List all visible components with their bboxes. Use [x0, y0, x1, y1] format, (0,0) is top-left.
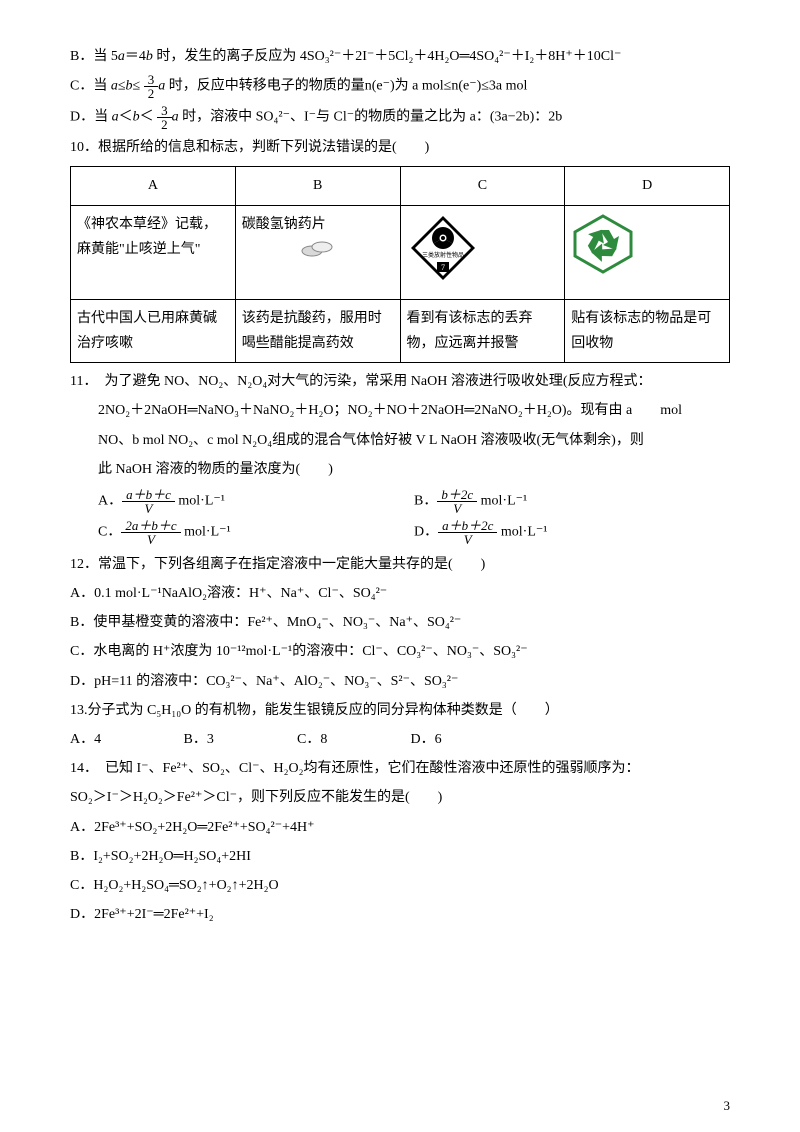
q12-d: D．pH=11 的溶液中：CO₃²⁻、Na⁺、AlO₂⁻、NO₃⁻、S²⁻、SO… [70, 669, 730, 694]
cell [565, 205, 730, 299]
text: ＜ [140, 110, 154, 125]
fraction: 32 [157, 104, 172, 131]
q12-c: C．水电离的 H⁺浓度为 10⁻¹²mol·L⁻¹的溶液中：Cl⁻、CO₃²⁻、… [70, 639, 730, 664]
cell: 该药是抗酸药，服用时喝些醋能提高药效 [235, 299, 400, 362]
text: 时，发生的离子反应为 4SO₃²⁻＋2I⁻＋5Cl₂＋4H₂O═4SO₄²⁻＋I… [153, 49, 622, 64]
radioactive-icon: 三类放射性物品 7 [407, 212, 479, 293]
text: ＜ [119, 110, 133, 125]
q11-stem: NO、b mol NO₂、c mol N₂O₄组成的混合气体恰好被 V L Na… [70, 428, 730, 453]
col-a: A [71, 167, 236, 205]
q12-stem: 12．常温下，下列各组离子在指定溶液中一定能大量共存的是( ) [70, 552, 730, 577]
exam-page: B．当 5a＝4b 时，发生的离子反应为 4SO₃²⁻＋2I⁻＋5Cl₂＋4H₂… [0, 0, 800, 1132]
text: D．当 [70, 110, 112, 125]
stem-part-d: D．当 a＜b＜ 32a 时，溶液中 SO₄²⁻、I⁻与 Cl⁻的物质的量之比为… [70, 104, 730, 131]
q14-a: A．2Fe³⁺+SO₂+2H₂O═2Fe²⁺+SO₄²⁻+4H⁺ [70, 815, 730, 840]
cell: 古代中国人已用麻黄碱治疗咳嗽 [71, 299, 236, 362]
q11-stem: 11． 为了避免 NO、NO₂、N₂O₄对大气的污染，常采用 NaOH 溶液进行… [70, 369, 730, 394]
opt-b: B．b＋2cV mol·L⁻¹ [414, 486, 730, 517]
stem-part-b: B．当 5a＝4b 时，发生的离子反应为 4SO₃²⁻＋2I⁻＋5Cl₂＋4H₂… [70, 44, 730, 69]
q12-b: B．使甲基橙变黄的溶液中：Fe²⁺、MnO₄⁻、NO₃⁻、Na⁺、SO₄²⁻ [70, 610, 730, 635]
page-number: 3 [724, 1094, 731, 1117]
text: ＝4 [125, 49, 146, 64]
text: ≤ [118, 79, 126, 94]
cell: 贴有该标志的物品是可回收物 [565, 299, 730, 362]
col-d: D [565, 167, 730, 205]
opt-d: D．a＋b＋2cV mol·L⁻¹ [414, 517, 730, 548]
text: B．当 5 [70, 49, 118, 64]
q12-a: A．0.1 mol·L⁻¹NaAlO₂溶液：H⁺、Na⁺、Cl⁻、SO₄²⁻ [70, 581, 730, 606]
text: 碳酸氢钠药片 [242, 212, 394, 237]
opt-b: B．3 [184, 727, 294, 752]
q11-stem: 2NO₂＋2NaOH═NaNO₃＋NaNO₂＋H₂O；NO₂＋NO＋2NaOH═… [70, 398, 730, 423]
cell: 《神农本草经》记载，麻黄能"止咳逆上气" [71, 205, 236, 299]
q11-options: A．a＋b＋cV mol·L⁻¹ B．b＋2cV mol·L⁻¹ C．2a＋b＋… [70, 486, 730, 548]
q11-stem: 此 NaOH 溶液的物质的量浓度为( ) [70, 457, 730, 482]
cell: 三类放射性物品 7 [400, 205, 565, 299]
col-b: B [235, 167, 400, 205]
opt-a: A．a＋b＋cV mol·L⁻¹ [98, 486, 414, 517]
svg-text:三类放射性物品: 三类放射性物品 [421, 251, 463, 259]
text: 时，反应中转移电子的物质的量 [165, 79, 365, 94]
table-row: 《神农本草经》记载，麻黄能"止咳逆上气" 碳酸氢钠药片 [71, 205, 730, 299]
recycle-icon [571, 212, 635, 285]
q14-stem: 14． 已知 I⁻、Fe²⁺、SO₂、Cl⁻、H₂O₂均有还原性，它们在酸性溶液… [70, 756, 730, 781]
opt-a: A．4 [70, 727, 180, 752]
stem-part-c: C．当 a≤b≤ 32a 时，反应中转移电子的物质的量n(e⁻)为 a mol≤… [70, 73, 730, 100]
cell: 碳酸氢钠药片 [235, 205, 400, 299]
q10-table: A B C D 《神农本草经》记载，麻黄能"止咳逆上气" 碳酸氢钠药片 [70, 166, 730, 363]
table-row: A B C D [71, 167, 730, 205]
text: ≤ [133, 79, 141, 94]
opt-d: D．6 [411, 727, 521, 752]
opt-c: C．8 [297, 727, 407, 752]
svg-text:7: 7 [441, 263, 445, 272]
q14-d: D．2Fe³⁺+2I⁻═2Fe²⁺+I₂ [70, 902, 730, 927]
pills-icon [298, 237, 338, 268]
fraction: 32 [144, 73, 159, 100]
text: C．当 [70, 79, 111, 94]
text: n(e⁻)为 a mol≤n(e⁻)≤3a mol [365, 79, 528, 94]
q13-stem: 13.分子式为 C₅H₁₀O 的有机物，能发生银镜反应的同分异构体种类数是（ ） [70, 698, 730, 723]
opt-c: C．2a＋b＋cV mol·L⁻¹ [98, 517, 414, 548]
q14-stem: SO₂＞I⁻＞H₂O₂＞Fe²⁺＞Cl⁻，则下列反应不能发生的是( ) [70, 785, 730, 810]
table-row: 古代中国人已用麻黄碱治疗咳嗽 该药是抗酸药，服用时喝些醋能提高药效 看到有该标志… [71, 299, 730, 362]
q14-b: B．I₂+SO₂+2H₂O═H₂SO₄+2HI [70, 844, 730, 869]
col-c: C [400, 167, 565, 205]
q13-options: A．4 B．3 C．8 D．6 [70, 727, 730, 752]
q14-c: C．H₂O₂+H₂SO₄═SO₂↑+O₂↑+2H₂O [70, 873, 730, 898]
cell: 看到有该标志的丢弃物，应远离并报警 [400, 299, 565, 362]
q10-stem: 10．根据所给的信息和标志，判断下列说法错误的是( ) [70, 135, 730, 160]
text: 时，溶液中 SO₄²⁻、I⁻与 Cl⁻的物质的量之比为 a：(3a−2b)：2b [179, 110, 563, 125]
